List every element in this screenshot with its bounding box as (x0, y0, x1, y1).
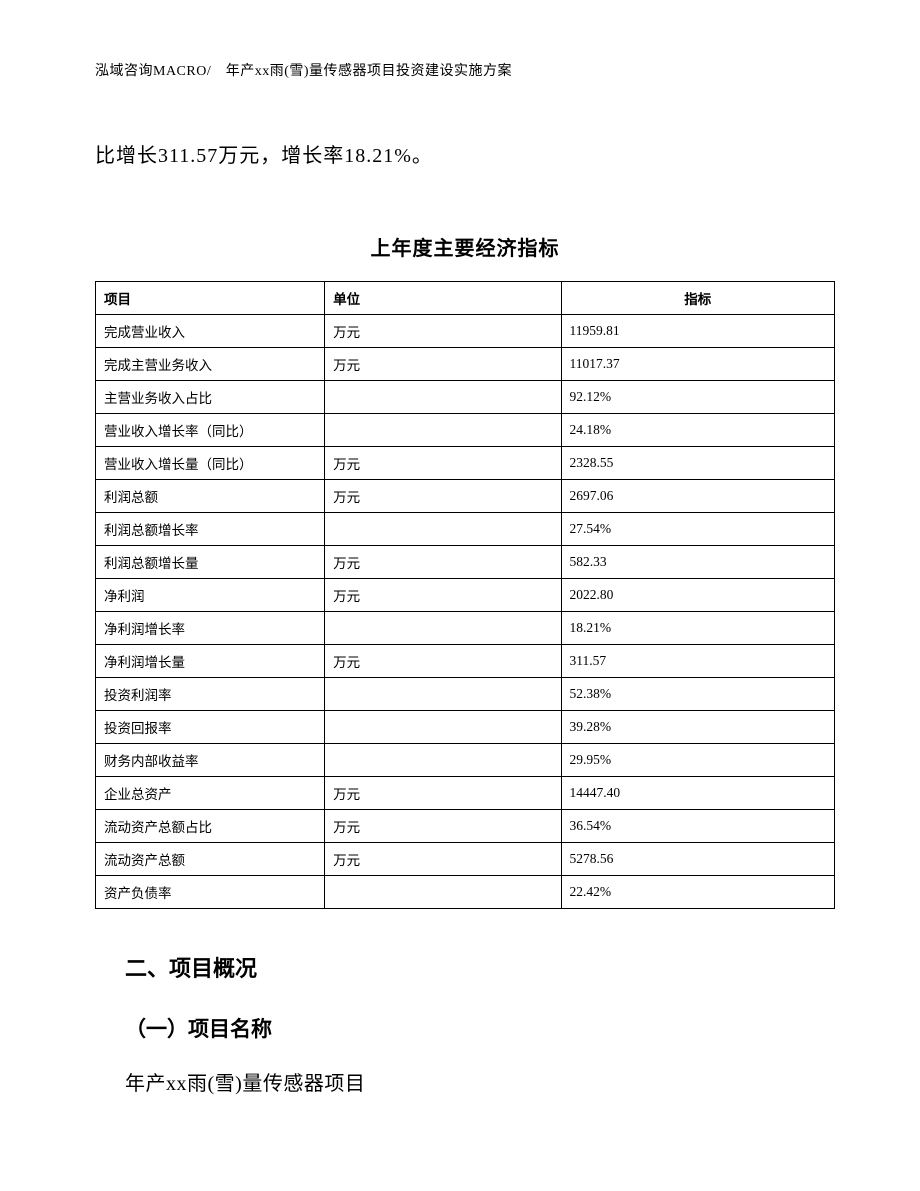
cell-item: 主营业务收入占比 (96, 381, 325, 414)
cell-value: 311.57 (561, 645, 834, 678)
cell-item: 净利润增长量 (96, 645, 325, 678)
cell-value: 52.38% (561, 678, 834, 711)
intro-paragraph: 比增长311.57万元，增长率18.21%。 (95, 138, 835, 174)
cell-unit: 万元 (325, 645, 561, 678)
cell-value: 14447.40 (561, 777, 834, 810)
cell-value: 2328.55 (561, 447, 834, 480)
cell-item: 投资回报率 (96, 711, 325, 744)
table-row: 净利润万元2022.80 (96, 579, 835, 612)
cell-unit: 万元 (325, 546, 561, 579)
cell-unit: 万元 (325, 480, 561, 513)
cell-unit (325, 612, 561, 645)
cell-value: 11017.37 (561, 348, 834, 381)
cell-item: 利润总额增长量 (96, 546, 325, 579)
table-row: 完成营业收入万元11959.81 (96, 315, 835, 348)
table-row: 营业收入增长量（同比）万元2328.55 (96, 447, 835, 480)
table-row: 净利润增长量万元311.57 (96, 645, 835, 678)
cell-unit (325, 876, 561, 909)
page-header: 泓域咨询MACRO/ 年产xx雨(雪)量传感器项目投资建设实施方案 (95, 60, 835, 80)
cell-item: 利润总额增长率 (96, 513, 325, 546)
cell-unit (325, 744, 561, 777)
cell-unit (325, 711, 561, 744)
cell-unit (325, 678, 561, 711)
table-row: 营业收入增长率（同比） 24.18% (96, 414, 835, 447)
cell-item: 流动资产总额占比 (96, 810, 325, 843)
cell-value: 36.54% (561, 810, 834, 843)
cell-item: 流动资产总额 (96, 843, 325, 876)
cell-value: 18.21% (561, 612, 834, 645)
cell-unit: 万元 (325, 315, 561, 348)
cell-unit: 万元 (325, 348, 561, 381)
cell-value: 582.33 (561, 546, 834, 579)
cell-item: 营业收入增长率（同比） (96, 414, 325, 447)
cell-item: 财务内部收益率 (96, 744, 325, 777)
table-header-row: 项目 单位 指标 (96, 282, 835, 315)
cell-value: 2022.80 (561, 579, 834, 612)
cell-value: 92.12% (561, 381, 834, 414)
cell-item: 资产负债率 (96, 876, 325, 909)
cell-value: 39.28% (561, 711, 834, 744)
table-row: 利润总额增长率 27.54% (96, 513, 835, 546)
cell-unit (325, 414, 561, 447)
cell-item: 营业收入增长量（同比） (96, 447, 325, 480)
cell-unit: 万元 (325, 810, 561, 843)
table-row: 财务内部收益率 29.95% (96, 744, 835, 777)
cell-unit (325, 381, 561, 414)
cell-item: 投资利润率 (96, 678, 325, 711)
cell-item: 净利润 (96, 579, 325, 612)
cell-item: 利润总额 (96, 480, 325, 513)
project-name-text: 年产xx雨(雪)量传感器项目 (95, 1067, 835, 1096)
cell-value: 11959.81 (561, 315, 834, 348)
cell-value: 22.42% (561, 876, 834, 909)
cell-value: 2697.06 (561, 480, 834, 513)
table-title: 上年度主要经济指标 (95, 232, 835, 261)
table-row: 利润总额万元2697.06 (96, 480, 835, 513)
table-row: 企业总资产万元14447.40 (96, 777, 835, 810)
table-row: 投资回报率 39.28% (96, 711, 835, 744)
sub-heading: （一）项目名称 (95, 1013, 835, 1043)
cell-unit (325, 513, 561, 546)
cell-value: 29.95% (561, 744, 834, 777)
cell-value: 27.54% (561, 513, 834, 546)
cell-unit: 万元 (325, 843, 561, 876)
table-row: 资产负债率 22.42% (96, 876, 835, 909)
col-header-value: 指标 (561, 282, 834, 315)
cell-item: 净利润增长率 (96, 612, 325, 645)
table-row: 利润总额增长量万元582.33 (96, 546, 835, 579)
table-row: 流动资产总额万元5278.56 (96, 843, 835, 876)
section-heading: 二、项目概况 (95, 951, 835, 983)
table-row: 完成主营业务收入万元11017.37 (96, 348, 835, 381)
cell-item: 完成主营业务收入 (96, 348, 325, 381)
col-header-unit: 单位 (325, 282, 561, 315)
cell-unit: 万元 (325, 579, 561, 612)
table-row: 投资利润率 52.38% (96, 678, 835, 711)
table-row: 流动资产总额占比万元36.54% (96, 810, 835, 843)
cell-item: 完成营业收入 (96, 315, 325, 348)
col-header-item: 项目 (96, 282, 325, 315)
cell-value: 24.18% (561, 414, 834, 447)
cell-unit: 万元 (325, 777, 561, 810)
cell-unit: 万元 (325, 447, 561, 480)
table-row: 主营业务收入占比 92.12% (96, 381, 835, 414)
cell-value: 5278.56 (561, 843, 834, 876)
table-row: 净利润增长率 18.21% (96, 612, 835, 645)
table-body: 完成营业收入万元11959.81 完成主营业务收入万元11017.37 主营业务… (96, 315, 835, 909)
economic-indicators-table: 项目 单位 指标 完成营业收入万元11959.81 完成主营业务收入万元1101… (95, 281, 835, 909)
cell-item: 企业总资产 (96, 777, 325, 810)
